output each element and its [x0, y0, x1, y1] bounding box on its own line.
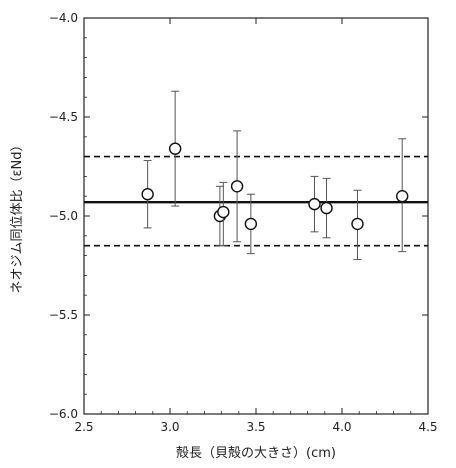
data-point [351, 217, 364, 231]
data-point [320, 201, 333, 215]
data-point [308, 197, 321, 211]
data-point [396, 189, 409, 203]
y-tick-label: −5.5 [49, 308, 78, 322]
y-axis-label: ネオジム同位体比（εNd） [10, 138, 25, 293]
x-tick-label: 3.0 [160, 420, 179, 434]
y-tick-label: −4.0 [49, 11, 78, 25]
x-tick-label: 2.5 [74, 420, 93, 434]
y-tick-label: −5.0 [49, 209, 78, 223]
x-tick-label: 4.0 [332, 420, 351, 434]
data-point [244, 217, 258, 231]
x-axis: 2.5 3.0 3.5 4.0 4.5 [74, 18, 438, 434]
plot-frame [83, 17, 429, 415]
data-point [230, 180, 244, 193]
data-point [168, 142, 182, 155]
y-axis: −6.0 −5.5 −5.0 −4.5 −4.0 [49, 11, 428, 421]
x-tick-label: 4.5 [418, 420, 437, 434]
y-tick-label: −4.5 [49, 110, 78, 124]
reference-lines [84, 155, 428, 247]
x-tick-label: 3.5 [246, 420, 265, 434]
data-points [141, 90, 409, 261]
y-tick-label: −6.0 [49, 407, 78, 421]
x-axis-label: 殻長（貝殻の大きさ）(cm) [176, 446, 336, 461]
data-point [217, 205, 230, 219]
data-point [141, 188, 154, 201]
